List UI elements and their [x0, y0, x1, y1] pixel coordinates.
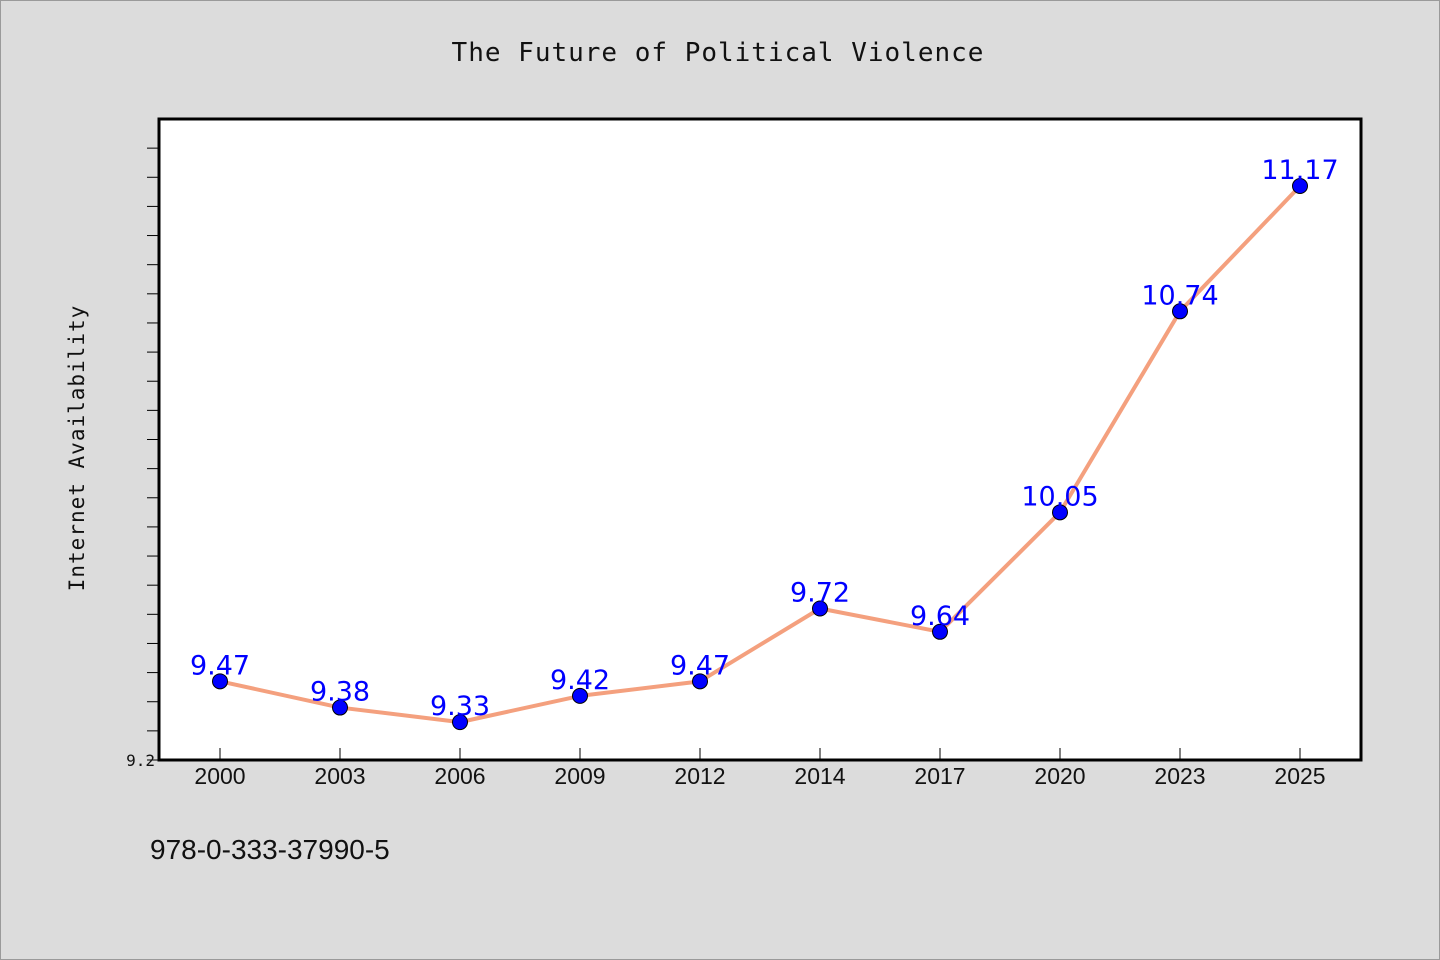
plot-area	[157, 117, 1363, 762]
x-tick-label: 2023	[1154, 763, 1205, 789]
data-label: 9.64	[910, 601, 970, 632]
data-point	[812, 600, 828, 617]
data-point	[692, 673, 708, 690]
data-point	[1292, 178, 1308, 195]
x-tick-label: 2025	[1274, 763, 1325, 789]
data-point	[572, 687, 588, 704]
x-tick-label: 2006	[434, 763, 485, 789]
x-tick-label: 2009	[554, 763, 605, 789]
y-axis-ticks: 9.2	[126, 147, 159, 770]
y-axis-label: Internet Availability	[65, 305, 89, 592]
data-point	[212, 673, 228, 690]
data-label: 9.33	[430, 691, 490, 722]
chart-title: The Future of Political Violence	[452, 38, 985, 68]
data-point	[1052, 504, 1068, 521]
series-layer	[218, 184, 1302, 725]
x-tick-label: 2017	[914, 763, 965, 789]
marker-layer	[212, 178, 1308, 731]
y-tick-label: 9.2	[126, 751, 155, 770]
data-point	[932, 623, 948, 640]
x-tick-label: 2020	[1034, 763, 1085, 789]
data-label: 10.74	[1141, 280, 1218, 311]
data-label: 9.38	[310, 677, 370, 708]
x-tick-label: 2012	[674, 763, 725, 789]
data-label: 10.05	[1021, 481, 1098, 512]
isbn-text: 978-0-333-37990-5	[150, 834, 390, 865]
data-label: 9.42	[550, 665, 610, 696]
data-label: 11.17	[1261, 155, 1338, 186]
data-label-layer: 9.47 9.38 9.33 9.42 9.47 9.72 9.64 10.05 10.74 11…	[190, 155, 1339, 722]
data-label: 9.72	[790, 577, 850, 608]
x-tick-label: 2000	[194, 763, 245, 789]
series-line	[218, 184, 1302, 725]
data-point	[452, 714, 468, 731]
x-axis-ticks: 2000 2003 2006 2009 2012 2014 2017 2020 2023 2025	[194, 748, 1326, 789]
data-point	[332, 699, 348, 716]
x-tick-label: 2003	[314, 763, 365, 789]
data-label: 9.47	[190, 650, 250, 681]
x-tick-label: 2014	[794, 763, 845, 789]
data-point	[1172, 303, 1188, 320]
data-label: 9.47	[670, 650, 730, 681]
